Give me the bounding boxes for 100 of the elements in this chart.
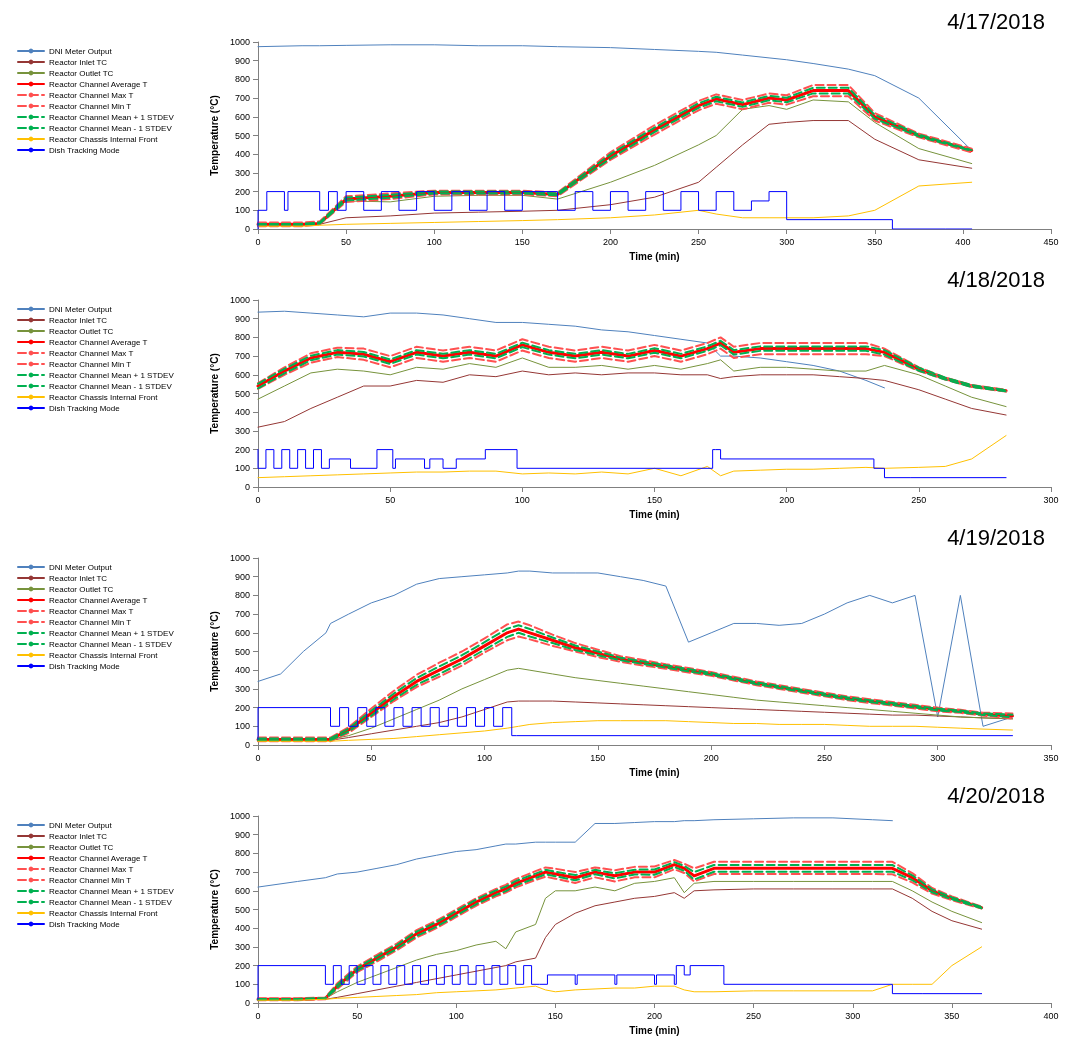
y-tick-label: 500	[234, 130, 250, 141]
legend-label: Reactor Inlet TC	[49, 315, 108, 325]
y-tick-label: 600	[234, 369, 250, 380]
x-tick-label: 300	[1043, 494, 1059, 505]
x-axis-title: Time (min)	[629, 250, 680, 262]
y-tick-label: 100	[234, 463, 250, 474]
y-tick-label: 0	[244, 740, 250, 750]
legend-label: Reactor Channel Mean + 1 STDEV	[49, 112, 175, 122]
x-tick-label: 450	[1043, 236, 1059, 247]
legend-label: Reactor Channel Mean + 1 STDEV	[49, 370, 175, 380]
y-tick-label: 800	[234, 590, 250, 601]
legend-label: Reactor Channel Mean - 1 STDEV	[49, 381, 173, 391]
legend-label: Reactor Channel Max T	[49, 348, 134, 358]
legend-label: Reactor Chassis Internal Front	[49, 392, 159, 402]
legend-label: Reactor Outlet TC	[49, 584, 114, 594]
legend-label: Reactor Channel Min T	[49, 359, 132, 369]
legend-label: Reactor Inlet TC	[49, 831, 108, 841]
legend-label: DNI Meter Output	[49, 562, 113, 572]
x-tick-label: 250	[746, 1010, 762, 1021]
x-tick-label: 250	[911, 494, 927, 505]
x-axis-title: Time (min)	[629, 766, 680, 778]
y-tick-label: 400	[234, 149, 250, 160]
text: 4/19/2018	[947, 524, 1045, 550]
y-tick-label: 700	[234, 609, 250, 620]
x-tick-label: 50	[366, 752, 377, 763]
y-tick-label: 900	[234, 829, 250, 840]
y-tick-label: 300	[234, 167, 250, 178]
x-tick-label: 100	[477, 752, 493, 763]
x-tick-label: 300	[779, 236, 795, 247]
x-tick-label: 100	[426, 236, 442, 247]
y-tick-label: 600	[234, 627, 250, 638]
y-tick-label: 800	[234, 332, 250, 343]
legend-label: Reactor Channel Average T	[49, 853, 148, 863]
y-tick-label: 0	[244, 998, 250, 1008]
legend-label: DNI Meter Output	[49, 304, 113, 314]
y-axis-title: Temperature (°C)	[208, 869, 220, 950]
x-tick-label: 0	[255, 494, 261, 505]
legend-label: Reactor Channel Max T	[49, 90, 134, 100]
y-axis-title: Temperature (°C)	[208, 611, 220, 692]
y-tick-label: 100	[234, 979, 250, 990]
x-tick-label: 350	[944, 1010, 960, 1021]
legend-label: Reactor Channel Average T	[49, 79, 148, 89]
legend-label: Reactor Channel Average T	[49, 337, 148, 347]
x-tick-label: 0	[255, 752, 261, 763]
y-tick-label: 100	[234, 721, 250, 732]
y-tick-label: 600	[234, 885, 250, 896]
x-tick-label: 300	[845, 1010, 861, 1021]
legend-label: Reactor Chassis Internal Front	[49, 650, 159, 660]
y-axis-title: Temperature (°C)	[208, 95, 220, 176]
legend-label: Reactor Channel Mean - 1 STDEV	[49, 123, 173, 133]
x-tick-label: 150	[590, 752, 606, 763]
x-tick-label: 300	[930, 752, 946, 763]
y-tick-label: 200	[234, 702, 250, 713]
y-tick-label: 900	[234, 55, 250, 66]
y-tick-label: 700	[234, 867, 250, 878]
legend-label: Reactor Channel Mean + 1 STDEV	[49, 886, 175, 896]
y-tick-label: 1000	[229, 811, 250, 821]
x-tick-label: 200	[779, 494, 795, 505]
y-tick-label: 200	[234, 960, 250, 971]
y-tick-label: 500	[234, 388, 250, 399]
legend-label: Reactor Inlet TC	[49, 57, 108, 67]
x-tick-label: 50	[352, 1010, 363, 1021]
y-tick-label: 400	[234, 407, 250, 418]
y-tick-label: 900	[234, 313, 250, 324]
x-tick-label: 400	[1043, 1010, 1059, 1021]
y-tick-label: 0	[244, 482, 250, 492]
legend-label: DNI Meter Output	[49, 820, 113, 830]
x-tick-label: 200	[703, 752, 719, 763]
legend-label: DNI Meter Output	[49, 46, 113, 56]
x-tick-label: 0	[255, 236, 261, 247]
legend-label: Reactor Outlet TC	[49, 68, 114, 78]
x-tick-label: 250	[816, 752, 832, 763]
x-tick-label: 150	[547, 1010, 563, 1021]
x-tick-label: 150	[514, 236, 530, 247]
y-tick-label: 800	[234, 848, 250, 859]
x-tick-label: 350	[867, 236, 883, 247]
legend-label: Reactor Channel Mean - 1 STDEV	[49, 639, 173, 649]
y-tick-label: 400	[234, 665, 250, 676]
text: 4/17/2018	[947, 8, 1045, 34]
y-tick-label: 400	[234, 923, 250, 934]
legend-label: Reactor Channel Average T	[49, 595, 148, 605]
x-tick-label: 150	[646, 494, 663, 505]
legend-label: Reactor Channel Min T	[49, 617, 132, 627]
y-tick-label: 500	[234, 646, 250, 657]
x-tick-label: 200	[646, 1010, 663, 1021]
x-tick-label: 50	[341, 236, 352, 247]
x-tick-label: 50	[385, 494, 396, 505]
y-tick-label: 900	[234, 571, 250, 582]
legend-label: Reactor Channel Max T	[49, 606, 134, 616]
x-axis-title: Time (min)	[629, 508, 680, 520]
legend-label: Reactor Outlet TC	[49, 842, 114, 852]
legend-label: Reactor Channel Mean + 1 STDEV	[49, 628, 175, 638]
x-tick-label: 250	[691, 236, 707, 247]
y-tick-label: 1000	[229, 295, 250, 305]
x-tick-label: 200	[602, 236, 618, 247]
x-axis-title: Time (min)	[629, 1024, 680, 1036]
legend-label: Reactor Channel Min T	[49, 101, 132, 111]
y-tick-label: 800	[234, 74, 250, 85]
text: 4/20/2018	[947, 782, 1045, 808]
y-tick-label: 700	[234, 93, 250, 104]
